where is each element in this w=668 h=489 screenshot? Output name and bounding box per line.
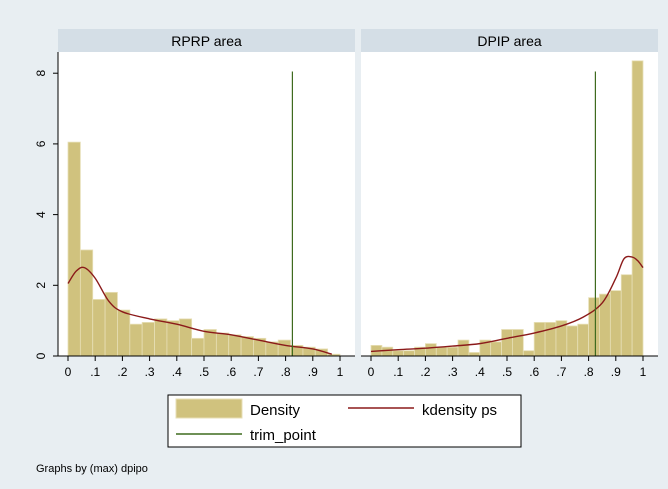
histogram-bar	[141, 322, 155, 357]
panel-title: RPRP area	[171, 33, 242, 49]
x-tick-label: 0	[368, 365, 375, 379]
x-tick-label: .8	[584, 365, 594, 379]
x-tick-label: .4	[172, 365, 182, 379]
histogram-bar	[191, 337, 205, 357]
x-tick-label: 0	[65, 365, 72, 379]
histogram-bar	[512, 329, 524, 357]
histogram-bar	[566, 325, 579, 357]
panel-left: RPRP area 0 .1 .2 .3 .4 .5 .6 .7 .8 .9 1	[58, 29, 355, 379]
x-tick-label: .1	[90, 365, 100, 379]
histogram-bar	[424, 343, 437, 357]
histogram-bar	[79, 249, 94, 357]
histogram-bar	[620, 274, 633, 357]
x-tick-label: .9	[308, 365, 318, 379]
legend: Density kdensity ps trim_point	[167, 394, 522, 448]
x-tick-label: .2	[420, 365, 430, 379]
histogram-bar	[446, 346, 459, 357]
x-tick-label: .6	[529, 365, 539, 379]
histogram-bar	[92, 299, 106, 357]
x-tick-label: .4	[475, 365, 485, 379]
histogram-bar	[215, 332, 230, 357]
histogram-bar	[631, 60, 644, 357]
legend-label-density: Density	[250, 402, 301, 419]
panel-header	[361, 29, 658, 52]
histogram-bar	[166, 320, 180, 357]
histogram-bar	[178, 318, 193, 357]
histogram-bar	[277, 339, 291, 357]
legend-swatch-density	[175, 398, 243, 419]
histogram-bar	[228, 334, 242, 357]
histogram-bar	[240, 336, 254, 357]
histogram-bar	[468, 352, 481, 357]
histogram-bar	[522, 350, 535, 357]
legend-label-trim-point: trim_point	[250, 427, 317, 444]
x-tick-label: 1	[337, 365, 344, 379]
y-tick-label: 0	[34, 352, 48, 359]
y-tick-label: 2	[34, 282, 48, 289]
legend-label-kdensity: kdensity ps	[422, 402, 497, 419]
histogram-bar	[403, 350, 415, 357]
x-tick-label: .2	[117, 365, 127, 379]
histogram-bar	[392, 350, 405, 357]
histogram-bar	[104, 291, 118, 357]
x-tick-label: .7	[253, 365, 263, 379]
y-tick-label: 8	[34, 70, 48, 77]
histogram-bar	[533, 322, 546, 357]
histogram-bar	[381, 346, 394, 357]
x-tick-label: .7	[556, 365, 566, 379]
histogram-bar	[435, 346, 448, 357]
histogram-bar	[117, 309, 131, 357]
y-tick-label: 6	[34, 140, 48, 147]
histogram-bar	[67, 141, 81, 357]
x-tick-label: .6	[226, 365, 236, 379]
x-tick-label: .5	[502, 365, 512, 379]
histogram-bar	[577, 323, 589, 357]
graph-note: Graphs by (max) dpipo	[36, 463, 148, 475]
x-tick-label: .3	[448, 365, 458, 379]
x-tick-label: .8	[281, 365, 291, 379]
histogram-bar	[501, 329, 513, 357]
histogram-bar	[129, 323, 143, 357]
histogram-bar	[154, 318, 168, 357]
x-tick-label: .3	[145, 365, 155, 379]
histogram-bar	[490, 341, 502, 357]
x-tick-label: .1	[393, 365, 403, 379]
kdensity-line	[67, 266, 333, 355]
x-tick-label: .5	[199, 365, 209, 379]
panel-header	[58, 29, 355, 52]
histogram-bar	[457, 339, 470, 357]
y-axis: 0 2 4 6 8	[34, 52, 59, 359]
kdensity-line	[370, 255, 644, 353]
x-tick-label: 1	[640, 365, 647, 379]
panel-title: DPIP area	[477, 33, 542, 49]
x-tick-label: .9	[611, 365, 621, 379]
y-tick-label: 4	[34, 211, 48, 218]
histogram-bar	[609, 290, 622, 357]
panel-right: DPIP area 0 .1 .2 .3 .4 .5 .6 .7 .8 .9 1	[361, 29, 658, 379]
